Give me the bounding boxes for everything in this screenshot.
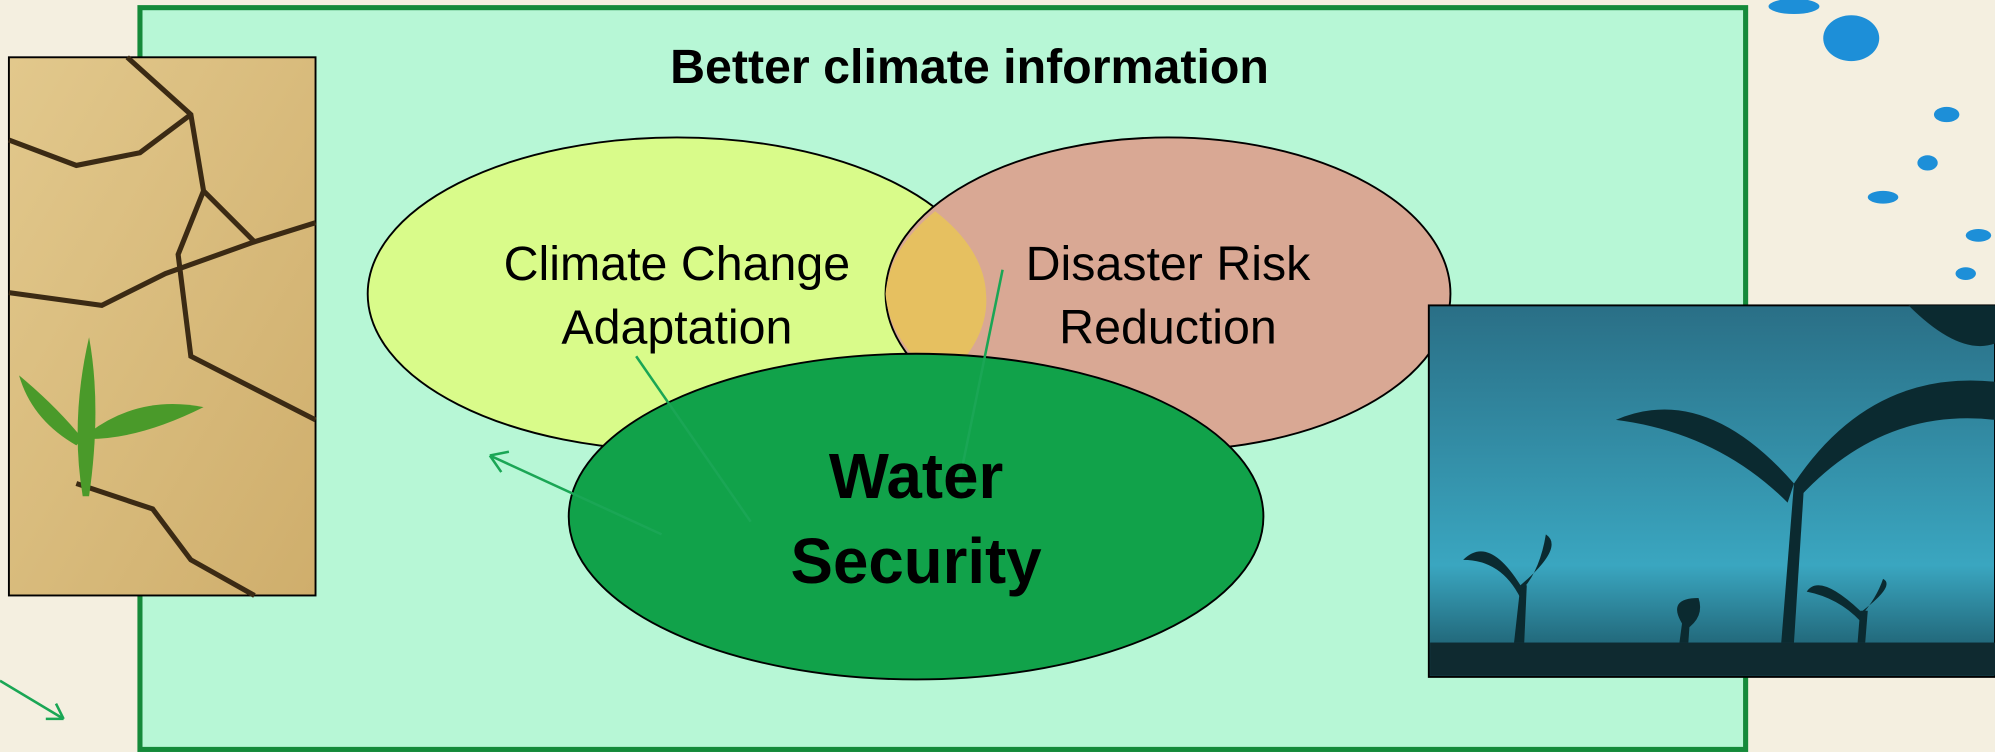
page: Better climate information Climate Chang… xyxy=(0,0,1995,752)
node-label: Security xyxy=(791,526,1043,597)
diagram: Better climate information Climate Chang… xyxy=(0,0,1995,752)
node-label: Water xyxy=(829,441,1003,512)
dry-earth-photo xyxy=(9,57,316,595)
water-ellipse xyxy=(569,354,1264,680)
storm-photo xyxy=(1429,305,1995,677)
title: Better climate information xyxy=(670,40,1269,94)
node-label: Adaptation xyxy=(561,301,792,355)
node-label: Disaster Risk xyxy=(1026,237,1311,291)
node-label: Climate Change xyxy=(504,237,851,291)
node-label: Reduction xyxy=(1059,301,1277,355)
